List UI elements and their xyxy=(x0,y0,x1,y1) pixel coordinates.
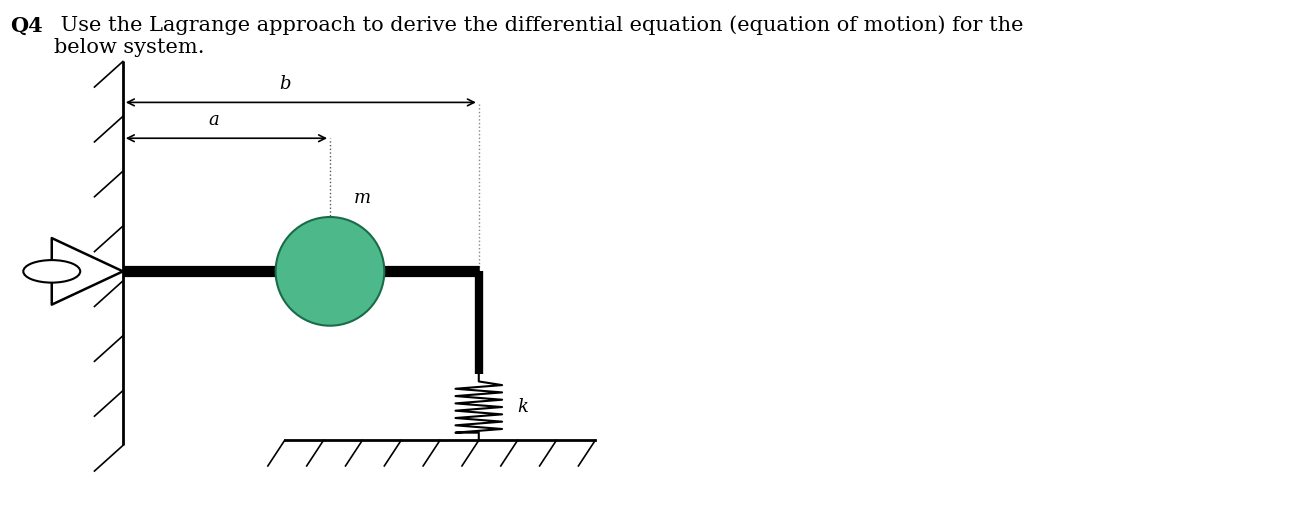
Text: a: a xyxy=(208,111,219,130)
Circle shape xyxy=(23,260,80,283)
Ellipse shape xyxy=(276,217,384,326)
Text: Use the Lagrange approach to derive the differential equation (equation of motio: Use the Lagrange approach to derive the … xyxy=(54,15,1024,57)
Text: b: b xyxy=(280,75,290,94)
Text: m: m xyxy=(353,189,370,207)
Text: Q4: Q4 xyxy=(10,15,43,35)
Text: k: k xyxy=(518,398,528,416)
